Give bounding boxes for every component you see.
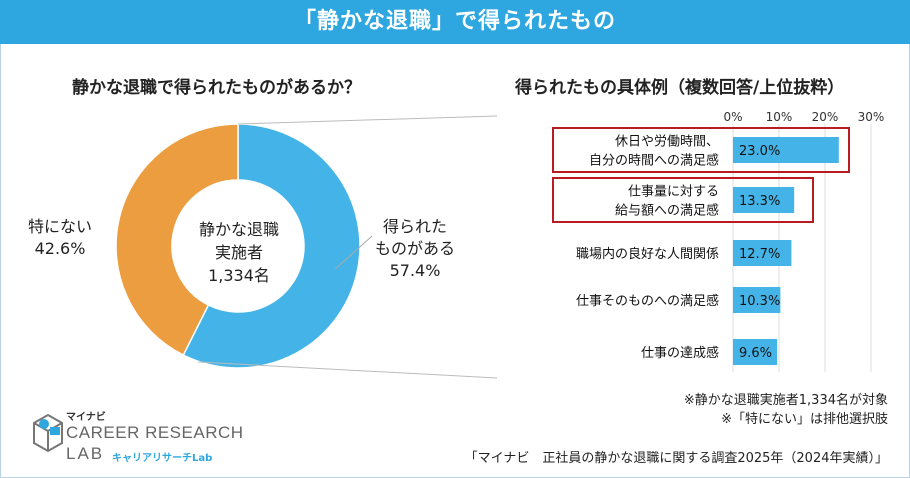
category-label: 仕事そのものへの満足感 — [576, 293, 719, 309]
donut-label-yes-line-1: 得られた — [382, 217, 447, 236]
donut-label-yes-line-2: ものがある — [374, 239, 455, 258]
category-label: 休日や労働時間、 — [615, 135, 719, 150]
donut-label-no-line-2: 42.6% — [34, 239, 86, 258]
donut-slice-yes — [182, 123, 361, 369]
bar — [733, 187, 795, 213]
bar-value-label: 9.6% — [739, 346, 772, 361]
highlight-box — [552, 177, 814, 223]
bar-value-label: 12.7% — [739, 247, 780, 262]
logo-text-line-2: LAB — [66, 444, 105, 463]
source-citation: 「マイナビ 正社員の静かな退職に関する調査2025年（2024年実績）」 — [464, 451, 888, 466]
bar-chart-heading: 得られたもの具体例（複数回答/上位抜粋） — [515, 78, 845, 98]
donut-label-no-line-1: 特にない — [27, 217, 92, 236]
x-tick-label: 30% — [858, 110, 885, 124]
category-label: 仕事量に対する — [628, 185, 719, 200]
donut-label-yes-line-3: 57.4% — [389, 261, 441, 280]
donut-center-label: 静かな退職 実施者 1,334名 — [168, 218, 310, 287]
logo-subtitle: キャリアリサーチLab — [112, 453, 213, 464]
bar — [733, 339, 778, 365]
note-exclusive: ※「特にない」は排他選択肢 — [721, 412, 888, 427]
logo-text-line-1: CAREER RESEARCH — [66, 423, 244, 442]
category-label: 仕事の達成感 — [641, 345, 719, 361]
donut-center-line-3: 1,334名 — [208, 266, 270, 285]
category-label: 職場内の良好な人間関係 — [576, 246, 719, 262]
bar — [733, 240, 792, 266]
bar — [733, 287, 781, 313]
x-tick-label: 0% — [723, 110, 742, 124]
donut-label-no: 特にない 42.6% — [14, 216, 106, 260]
bar — [733, 137, 839, 163]
logo-icon — [33, 413, 63, 453]
connector-line-top — [237, 115, 498, 125]
note-target: ※静かな退職実施者1,334名が対象 — [683, 393, 888, 408]
donut-label-yes: 得られた ものがある 57.4% — [360, 216, 470, 282]
highlight-box — [552, 127, 850, 173]
donut-center-line-2: 実施者 — [214, 243, 263, 262]
bar-value-label: 23.0% — [739, 144, 780, 159]
page-title: 「静かな退職」で得られたもの — [0, 0, 910, 44]
donut-leader-line-yes — [334, 235, 373, 270]
donut-center-line-1: 静かな退職 — [198, 220, 279, 239]
x-tick-label: 20% — [812, 110, 839, 124]
bar-value-label: 13.3% — [739, 194, 780, 209]
logo-brand-text: マイナビ — [66, 412, 106, 423]
donut-slice-no — [115, 123, 239, 357]
category-label: 給与額への満足感 — [615, 203, 719, 219]
category-label: 自分の時間への満足感 — [589, 153, 719, 169]
x-tick-label: 10% — [766, 110, 793, 124]
donut-chart-heading: 静かな退職で得られたものがあるか？ — [72, 78, 361, 98]
bar-value-label: 10.3% — [739, 294, 780, 309]
connector-line-bottom — [197, 361, 498, 379]
